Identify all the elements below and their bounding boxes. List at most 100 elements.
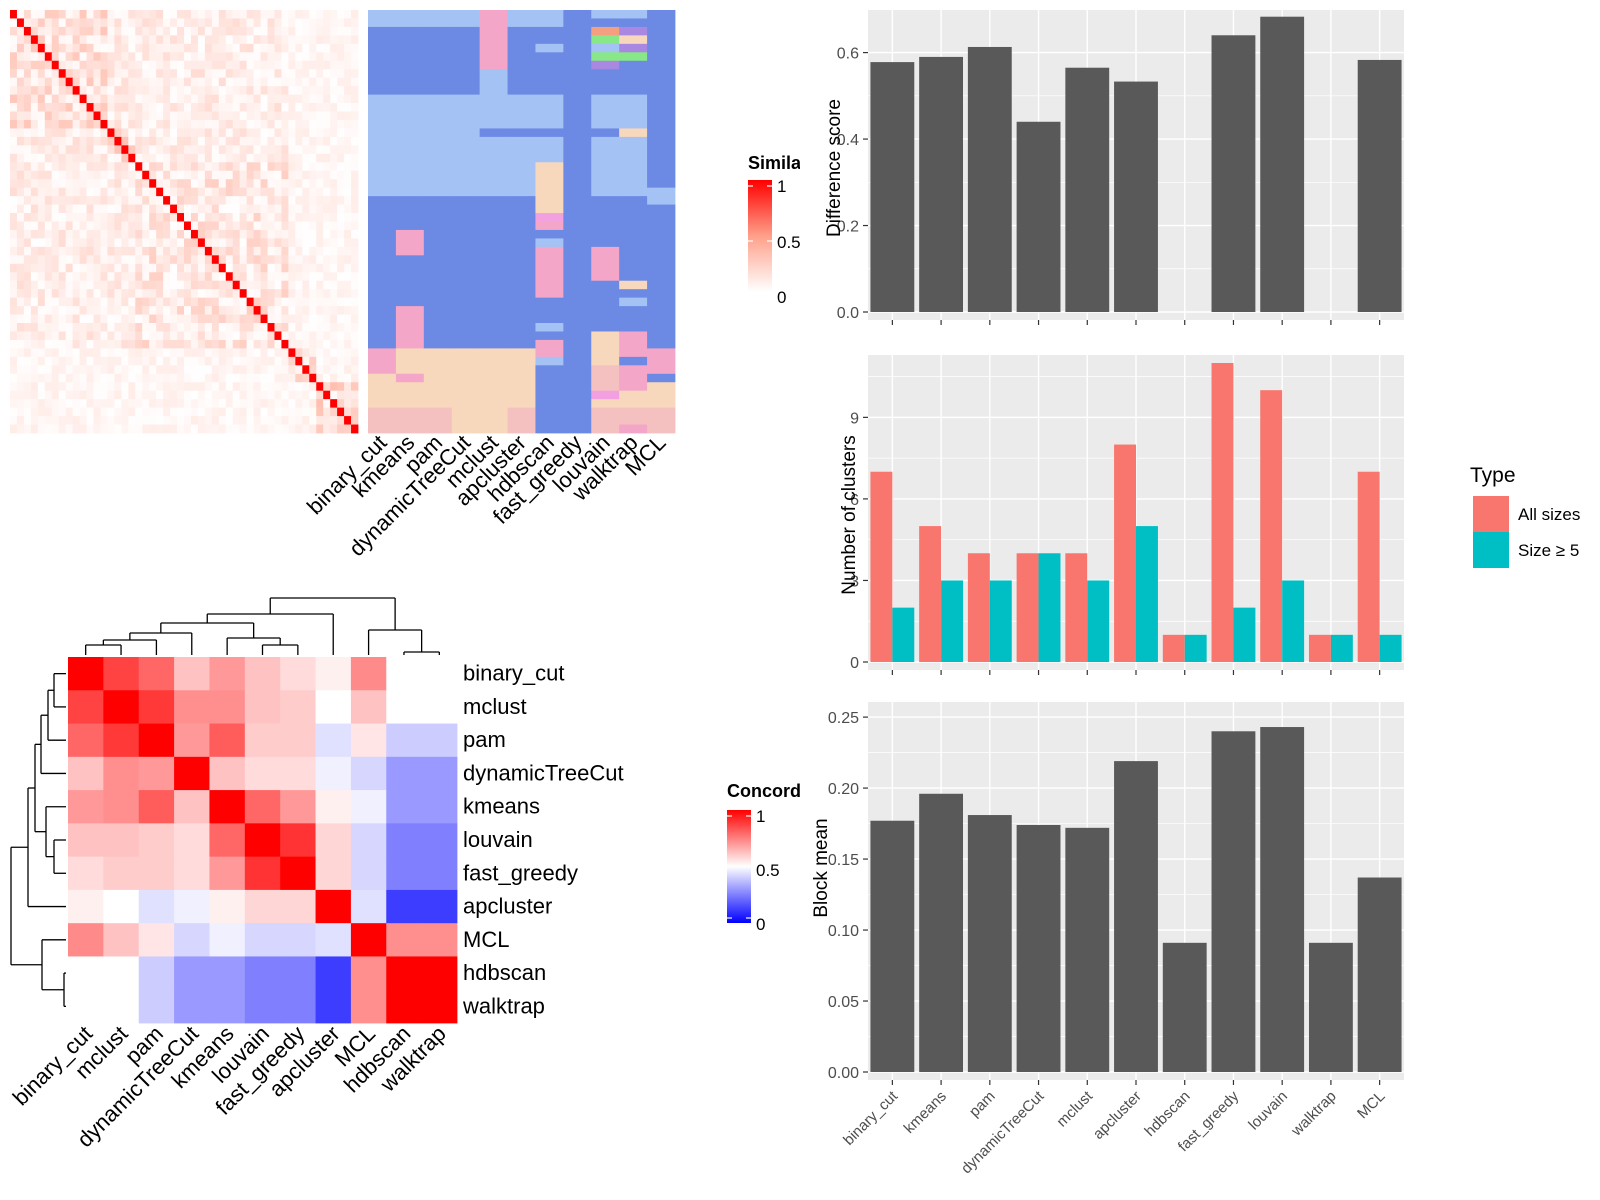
similarity-cell — [295, 238, 303, 248]
similarity-cell — [142, 306, 150, 315]
cluster-cell-fast_greedy — [563, 94, 592, 104]
cluster-cell-louvain — [591, 365, 620, 375]
similarity-cell — [267, 43, 275, 53]
similarity-cell — [58, 339, 67, 349]
similarity-cell — [295, 356, 303, 366]
similarity-cell — [246, 348, 254, 358]
similarity-cell — [302, 382, 310, 392]
cluster-cell-kmeans — [395, 382, 425, 392]
similarity-cell — [170, 77, 178, 87]
cluster-cell-MCL — [647, 86, 676, 95]
similarity-cell — [65, 204, 74, 214]
similarity-cell — [163, 60, 171, 70]
similarity-cell — [302, 272, 310, 282]
cluster-cell-kmeans — [395, 18, 425, 28]
similarity-cell — [37, 229, 46, 239]
concordance-row-label: kmeans — [463, 794, 540, 819]
similarity-cell — [274, 272, 282, 282]
similarity-cell — [93, 255, 101, 265]
cluster-cell-hdbscan — [535, 424, 564, 434]
similarity-cell — [44, 280, 53, 290]
similarity-cell — [184, 162, 192, 172]
similarity-cell — [204, 339, 213, 349]
similarity-cell — [302, 111, 310, 121]
similarity-cell — [190, 69, 199, 79]
similarity-cell — [121, 69, 129, 79]
similarity-cell — [260, 280, 268, 290]
similarity-cell — [204, 280, 213, 290]
similarity-cell — [86, 119, 94, 129]
similarity-cell — [260, 339, 268, 349]
similarity-cell — [190, 196, 199, 205]
similarity-cell — [86, 272, 94, 282]
similarity-cell — [58, 348, 67, 358]
similarity-cell — [128, 373, 136, 383]
similarity-cell — [163, 187, 171, 197]
similarity-cell — [93, 86, 101, 95]
similarity-cell — [170, 424, 178, 434]
similarity-cell — [100, 204, 108, 214]
cluster-cell-binary_cut — [368, 10, 397, 19]
similarity-cell — [351, 145, 359, 155]
cluster-cell-hdbscan — [535, 162, 564, 172]
similarity-cell — [281, 43, 289, 53]
similarity-cell — [93, 162, 101, 172]
similarity-cell — [79, 382, 87, 392]
similarity-cell — [149, 94, 157, 104]
similarity-cell — [253, 187, 261, 197]
similarity-cell — [79, 43, 87, 53]
similarity-cell — [58, 94, 67, 104]
concordance-cell — [138, 989, 175, 1024]
similarity-cell — [211, 179, 220, 189]
cluster-cell-pam — [423, 229, 453, 239]
similarity-cell — [330, 348, 338, 358]
similarity-cell — [281, 306, 289, 315]
cluster-cell-binary_cut — [368, 339, 397, 349]
similarity-cell — [51, 306, 60, 315]
similarity-cell — [204, 170, 213, 180]
similarity-cell — [302, 238, 310, 248]
similarity-cell — [337, 323, 345, 332]
similarity-cell — [170, 52, 178, 62]
similarity-cell — [246, 424, 254, 434]
similarity-cell — [225, 255, 234, 265]
similarity-cell — [93, 339, 101, 349]
cluster-cell-pam — [423, 196, 453, 205]
similarity-cell — [288, 60, 296, 70]
similarity-cell — [100, 382, 108, 392]
concordance-row-label: MCL — [463, 927, 509, 952]
similarity-cell — [218, 18, 227, 28]
similarity-cell — [330, 10, 338, 19]
cluster-cell-binary_cut — [368, 52, 397, 62]
similarity-cell — [163, 213, 171, 222]
similarity-cell — [121, 179, 129, 189]
cluster-cell-walktrap — [619, 43, 648, 53]
similarity-cell — [149, 204, 157, 214]
similarity-cell — [260, 69, 268, 79]
similarity-cell — [135, 348, 143, 358]
similarity-cell — [323, 323, 331, 332]
similarity-cell — [204, 43, 213, 53]
similarity-cell — [253, 424, 261, 434]
similarity-cell — [177, 196, 185, 205]
similarity-cell — [16, 339, 25, 349]
similarity-cell — [30, 331, 39, 341]
similarity-cell — [281, 238, 289, 248]
similarity-cell — [232, 111, 241, 121]
cluster-cell-hdbscan — [535, 416, 564, 425]
similarity-cell — [177, 43, 185, 53]
similarity-cell — [330, 255, 338, 265]
similarity-cell — [79, 94, 87, 104]
similarity-cell — [149, 103, 157, 112]
similarity-cell — [44, 263, 53, 273]
similarity-cell — [86, 60, 94, 70]
similarity-cell — [170, 18, 178, 28]
similarity-cell — [149, 246, 157, 256]
similarity-cell — [107, 289, 115, 299]
similarity-cell — [239, 407, 248, 417]
similarity-cell — [302, 280, 310, 290]
similarity-cell — [58, 136, 67, 146]
cluster-cell-apcluster — [507, 229, 536, 239]
cluster-cell-pam — [423, 280, 453, 290]
similarity-cell — [58, 306, 67, 315]
